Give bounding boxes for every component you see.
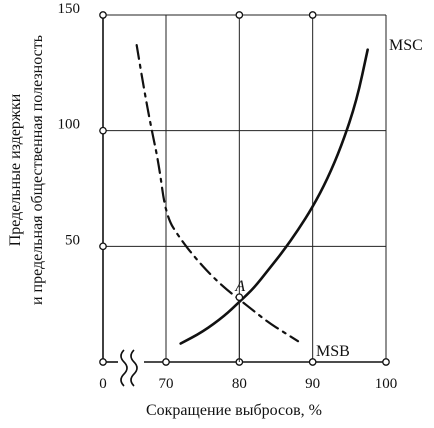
series-labels: MSC MSB A [234, 37, 423, 362]
series [135, 43, 369, 345]
x-tick-marker-100 [382, 358, 390, 366]
series-msb-line [135, 43, 300, 343]
y-axis-label-line-1: Предельные издержки [7, 93, 24, 246]
series-label-msc: MSC [389, 37, 423, 54]
y-tick-label-150: 150 [58, 1, 81, 17]
x-axis-label: Сокращение выбросов, % [146, 402, 322, 419]
series-msc-line [179, 48, 369, 345]
y-tick-marker-150 [99, 11, 107, 19]
y-axis-label-line-2: и предельная общественная полезность [29, 35, 46, 305]
series-label-msb: MSB [316, 343, 350, 360]
x-tick-label-100: 100 [375, 376, 398, 392]
point-a-label: A [234, 278, 245, 295]
grid [103, 14, 387, 362]
top-tick-marker-80 [235, 11, 244, 19]
axes [99, 11, 390, 387]
x-tick-marker-70 [162, 358, 170, 366]
x-tick-label-70: 70 [159, 376, 174, 392]
point-a-marker [235, 293, 244, 302]
x-tick-label-80: 80 [232, 376, 247, 392]
y-tick-label-50: 50 [65, 232, 80, 248]
tick-labels: 50 100 150 0 70 80 90 100 [58, 1, 398, 392]
y-tick-marker-50 [99, 242, 107, 251]
x-tick-label-0: 0 [99, 376, 107, 392]
top-tick-marker-90 [308, 11, 317, 19]
y-tick-label-100: 100 [58, 117, 81, 133]
y-tick-marker-100 [99, 126, 107, 135]
x-tick-label-90: 90 [305, 376, 320, 392]
axis-break-mark-1 [120, 349, 128, 387]
axis-break-mark-2 [130, 349, 138, 387]
y-tick-marker-0 [99, 358, 107, 366]
x-tick-marker-90 [308, 358, 317, 366]
